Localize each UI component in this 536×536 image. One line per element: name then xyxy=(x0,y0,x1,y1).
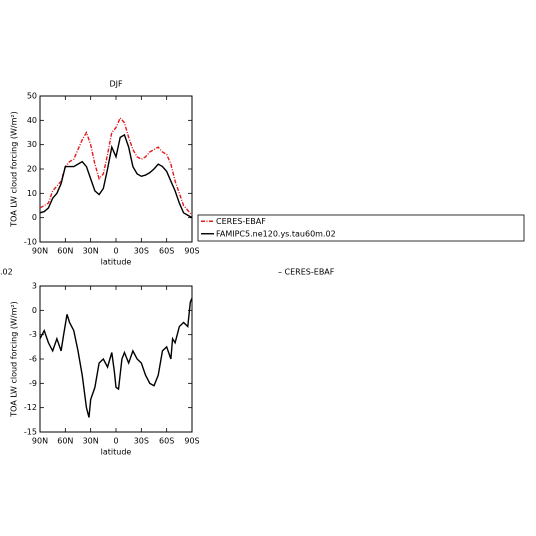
chart-title-fragment: .02 xyxy=(0,268,13,277)
x-tick-label: 60N xyxy=(57,247,73,256)
x-tick-label: 60S xyxy=(159,247,174,256)
x-tick-label: 0 xyxy=(113,247,118,256)
x-tick-label: 30N xyxy=(83,437,99,446)
x-tick-label: 60S xyxy=(159,437,174,446)
plot-frame xyxy=(39,95,193,243)
data-line xyxy=(39,297,193,418)
y-tick-label: -15 xyxy=(24,428,37,437)
y-axis-label: TOA LW cloud forcing (W/m²) xyxy=(10,111,19,227)
data-line xyxy=(39,133,193,219)
y-tick-label: -10 xyxy=(24,238,37,247)
x-axis-label: latitude xyxy=(101,258,132,267)
legend-box xyxy=(197,214,525,242)
chart-title: DJF xyxy=(109,80,123,89)
x-tick-label: 90N xyxy=(32,247,48,256)
y-tick-label: 30 xyxy=(27,140,37,149)
y-tick-label: -12 xyxy=(24,403,37,412)
chart-title-fragment: – CERES-EBAF xyxy=(278,268,335,277)
x-tick-label: 30N xyxy=(83,247,99,256)
y-tick-label: -3 xyxy=(29,330,37,339)
x-tick-label: 30S xyxy=(134,437,149,446)
y-tick-label: 3 xyxy=(32,282,37,291)
plot-frame xyxy=(39,285,193,433)
data-line xyxy=(39,116,193,216)
y-tick-label: 40 xyxy=(27,116,37,125)
y-tick-label: 10 xyxy=(27,189,37,198)
x-tick-label: 60N xyxy=(57,437,73,446)
y-axis-label: TOA LW cloud forcing (W/m²) xyxy=(10,301,19,417)
x-tick-label: 30S xyxy=(134,247,149,256)
y-tick-label: 20 xyxy=(27,165,37,174)
y-tick-label: 0 xyxy=(32,306,37,315)
x-tick-label: 90S xyxy=(184,437,199,446)
x-tick-label: 90N xyxy=(32,437,48,446)
legend-label: CERES-EBAF xyxy=(216,217,266,226)
x-axis-label: latitude xyxy=(101,448,132,457)
y-tick-label: -6 xyxy=(29,355,37,364)
x-tick-label: 0 xyxy=(113,437,118,446)
x-tick-label: 90S xyxy=(184,247,199,256)
legend-label: FAMIPC5.ne120.ys.tau60m.02 xyxy=(216,229,336,238)
y-tick-label: 0 xyxy=(32,213,37,222)
y-tick-label: 50 xyxy=(27,92,37,101)
y-tick-label: -9 xyxy=(29,379,37,388)
